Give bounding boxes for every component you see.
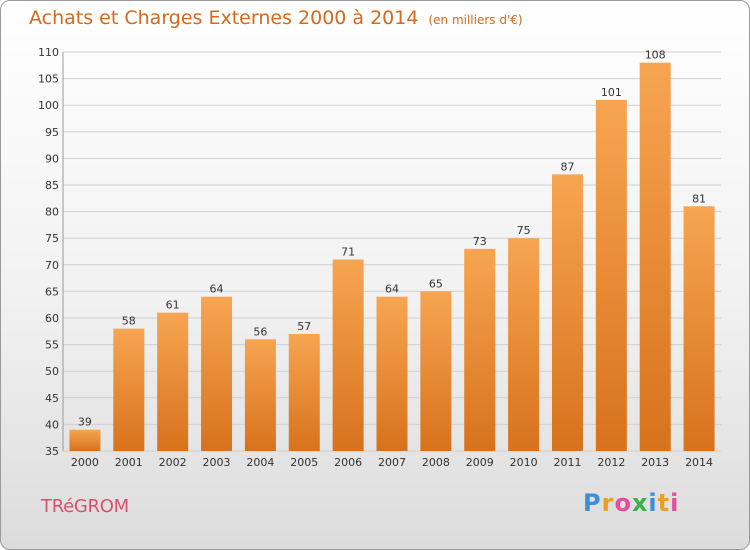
y-tick-label: 90 — [45, 152, 59, 165]
logo-letter: x — [631, 489, 649, 517]
y-tick-label: 55 — [45, 339, 59, 352]
bar-value-label: 57 — [297, 320, 311, 333]
y-tick-label: 95 — [45, 126, 59, 139]
labels-layer: 35 40 45 50 55 60 65 70 75 80 85 90 95 100 105 110 39 200… — [38, 46, 713, 469]
bar-value-label: 64 — [210, 283, 224, 296]
y-tick-label: 85 — [45, 179, 59, 192]
bar — [288, 333, 320, 451]
logo-letter: i — [648, 489, 658, 517]
x-tick-label: 2012 — [597, 456, 625, 469]
x-tick-label: 2004 — [246, 456, 274, 469]
bar-value-label: 56 — [253, 325, 267, 338]
bar — [683, 206, 715, 451]
x-tick-label: 2011 — [553, 456, 581, 469]
bar-value-label: 87 — [560, 160, 574, 173]
y-tick-label: 105 — [38, 73, 59, 86]
x-tick-label: 2003 — [203, 456, 231, 469]
logo-letter: t — [657, 489, 671, 517]
x-tick-label: 2013 — [641, 456, 669, 469]
bar — [551, 174, 583, 452]
bar — [201, 296, 233, 451]
bar-value-label: 64 — [385, 283, 399, 296]
x-tick-label: 2002 — [159, 456, 187, 469]
x-tick-label: 2009 — [466, 456, 494, 469]
bar-value-label: 81 — [692, 192, 706, 205]
x-tick-label: 2010 — [510, 456, 538, 469]
bar — [69, 429, 101, 451]
bar — [244, 339, 276, 451]
bar-value-label: 108 — [645, 49, 666, 62]
bar-value-label: 101 — [601, 86, 622, 99]
bar-value-label: 39 — [78, 416, 92, 429]
bar-value-label: 61 — [166, 299, 180, 312]
y-tick-label: 35 — [45, 445, 59, 458]
bar — [508, 238, 540, 451]
x-tick-label: 2005 — [290, 456, 318, 469]
y-tick-label: 40 — [45, 418, 59, 431]
bars-layer — [69, 62, 715, 452]
chart-title-text: Achats et Charges Externes 2000 à 2014 — [29, 7, 419, 29]
y-tick-label: 100 — [38, 99, 59, 112]
bar — [376, 296, 408, 451]
bar — [420, 291, 452, 451]
x-tick-label: 2000 — [71, 456, 99, 469]
bar — [332, 259, 364, 451]
x-tick-label: 2007 — [378, 456, 406, 469]
bar — [639, 62, 671, 451]
bar-value-label: 73 — [473, 235, 487, 248]
bar — [113, 328, 145, 451]
bar-value-label: 58 — [122, 315, 136, 328]
y-tick-label: 45 — [45, 392, 59, 405]
proxiti-logo[interactable]: Proxiti — [583, 489, 679, 517]
bar — [464, 248, 496, 451]
y-tick-label: 65 — [45, 285, 59, 298]
commune-name: TRéGROM — [41, 496, 129, 517]
chart-unit: (en milliers d'€) — [428, 13, 523, 27]
y-tick-label: 80 — [45, 206, 59, 219]
y-tick-label: 50 — [45, 365, 59, 378]
y-tick-label: 70 — [45, 259, 59, 272]
bar — [595, 99, 627, 451]
chart-title: Achats et Charges Externes 2000 à 2014 (e… — [29, 7, 523, 29]
y-tick-label: 60 — [45, 312, 59, 325]
logo-letter: i — [670, 489, 680, 517]
x-tick-label: 2001 — [115, 456, 143, 469]
logo-letter: r — [601, 489, 615, 517]
bar-value-label: 75 — [517, 224, 531, 237]
y-tick-label: 110 — [38, 46, 59, 59]
x-tick-label: 2008 — [422, 456, 450, 469]
bar — [157, 312, 189, 451]
y-tick-label: 75 — [45, 232, 59, 245]
bar-value-label: 71 — [341, 245, 355, 258]
logo-letter: o — [614, 489, 632, 517]
logo-letter: P — [583, 489, 602, 517]
bar-value-label: 65 — [429, 277, 443, 290]
x-tick-label: 2014 — [685, 456, 713, 469]
x-tick-label: 2006 — [334, 456, 362, 469]
